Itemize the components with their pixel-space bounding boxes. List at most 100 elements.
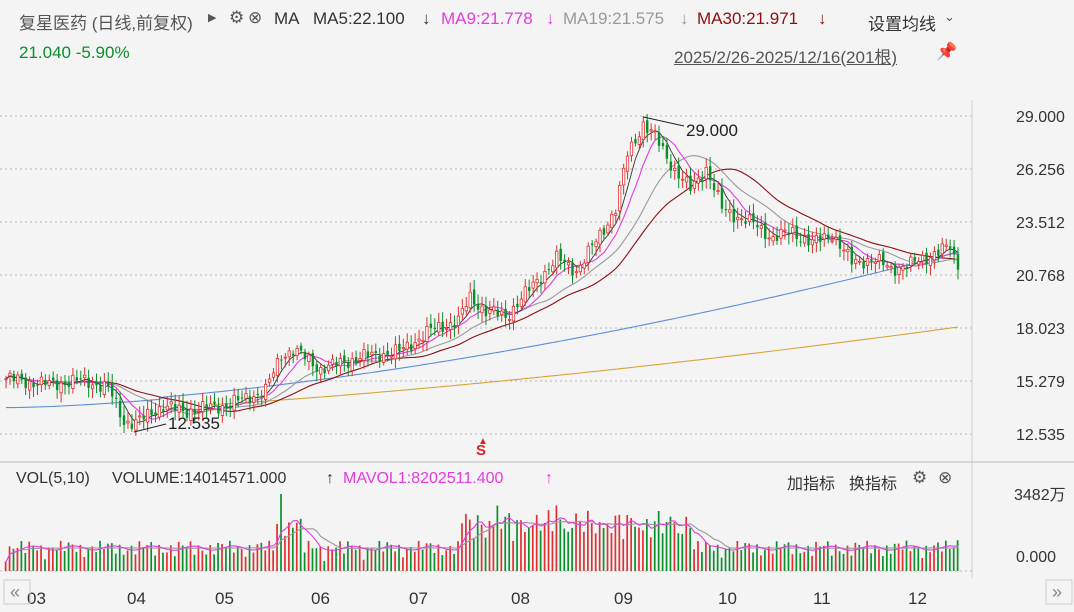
candle-body [398, 343, 401, 352]
candle-body [24, 377, 27, 389]
month-tick-label: 09 [614, 589, 633, 608]
volume-bar [154, 555, 156, 571]
close-circle-icon[interactable]: ⊗ [938, 468, 953, 487]
play-icon[interactable]: ▶ [208, 12, 217, 24]
volume-bar [55, 549, 58, 571]
chevron-down-icon[interactable]: ⌄ [944, 9, 955, 24]
volume-bar [846, 545, 849, 571]
scroll-left-icon[interactable]: « [10, 582, 20, 602]
month-tick-label: 04 [127, 589, 146, 608]
volume-bar [905, 540, 908, 571]
volume-bar [771, 553, 774, 571]
volume-bar [225, 548, 227, 571]
close-circle-icon[interactable]: ⊗ [248, 8, 263, 27]
candle-body [865, 258, 870, 266]
candle-body [433, 327, 437, 330]
gear-icon[interactable]: ⚙ [912, 468, 928, 487]
scroll-right-button [1045, 579, 1073, 605]
volume-bar [594, 533, 597, 571]
candle-body [858, 260, 862, 263]
month-tick-label: 12 [908, 589, 927, 608]
candle-body [44, 379, 47, 386]
candle-body [543, 271, 547, 284]
price-axis: 29.000 26.256 23.512 20.768 18.023 15.279 12.5… [1014, 109, 1066, 566]
candle-body [476, 303, 480, 310]
candle-body [83, 374, 87, 379]
volume-bar [366, 547, 369, 571]
candle-body [260, 395, 263, 398]
candle-body [150, 409, 153, 416]
volume-bar [838, 551, 841, 571]
volume-bar [948, 549, 951, 571]
volume-bar [807, 545, 809, 571]
ma-lines [5, 129, 959, 423]
candle-body [724, 209, 728, 211]
set-ma-button[interactable]: 设置均线 [868, 15, 936, 34]
volume-bar [850, 555, 853, 571]
candle-body [877, 254, 881, 262]
volume-bar [173, 556, 176, 571]
candle-body [507, 318, 512, 321]
candle-body [952, 246, 956, 255]
volume-bar [236, 546, 239, 571]
volume-bar [901, 549, 904, 571]
gear-icon[interactable]: ⚙ [229, 8, 245, 27]
volume-bar [527, 527, 530, 571]
volume-bar [571, 527, 573, 571]
candle-body [629, 141, 634, 157]
volume-bar [272, 550, 274, 571]
candle-body [920, 255, 925, 262]
candles [4, 114, 960, 436]
volume-bar [657, 510, 660, 571]
candle-body [386, 350, 389, 356]
candle-body [232, 394, 236, 411]
volume-bar [823, 545, 825, 571]
volume-bar [59, 540, 62, 571]
volume-bar [622, 539, 625, 571]
date-range[interactable]: 2025/2/26-2025/12/16(201根) [674, 48, 898, 67]
pin-icon[interactable]: 📌 [936, 42, 958, 61]
switch-indicator-button[interactable]: 换指标 [849, 476, 898, 493]
candle-body [142, 415, 145, 420]
candle-body [492, 306, 496, 312]
candle-body [252, 396, 256, 403]
candle-body [382, 353, 386, 363]
volume-bar [885, 545, 888, 571]
volume-bar [524, 532, 526, 571]
volume-bar [99, 540, 101, 571]
volume-bar [374, 549, 377, 571]
candle-body [625, 155, 630, 172]
candle-body [75, 377, 79, 381]
volume-bar [606, 524, 609, 571]
candle-body [519, 298, 523, 307]
candle-body [107, 381, 110, 386]
volume-bar [630, 518, 632, 571]
volume-bar [162, 552, 164, 571]
candle-body [315, 364, 318, 372]
volume-bar [44, 559, 46, 571]
volume-bar [319, 546, 322, 571]
volume-bar [284, 535, 286, 571]
candle-body [330, 358, 335, 365]
candle-body [752, 213, 755, 223]
candle-body [453, 325, 456, 328]
add-indicator-button[interactable]: 加指标 [787, 476, 836, 493]
stock-title[interactable]: 复星医药 (日线,前复权) [19, 14, 193, 33]
volume-bar [598, 522, 601, 571]
candle-body [55, 380, 59, 391]
volume-bar [201, 550, 204, 571]
candle-body [862, 261, 865, 269]
ma5-value: MA5:22.100 [313, 9, 405, 28]
price-tick-label: 18.023 [1016, 321, 1065, 338]
volume-bar [520, 520, 522, 571]
scroll-right-icon[interactable]: » [1052, 582, 1062, 602]
volume-bar [67, 542, 70, 571]
candle-body [295, 348, 299, 356]
candle-body [429, 323, 433, 328]
volume-bar [75, 551, 78, 571]
candle-body [905, 267, 909, 269]
volume-bar [642, 530, 644, 571]
volume-bar [531, 525, 534, 571]
candle-body [657, 132, 661, 146]
